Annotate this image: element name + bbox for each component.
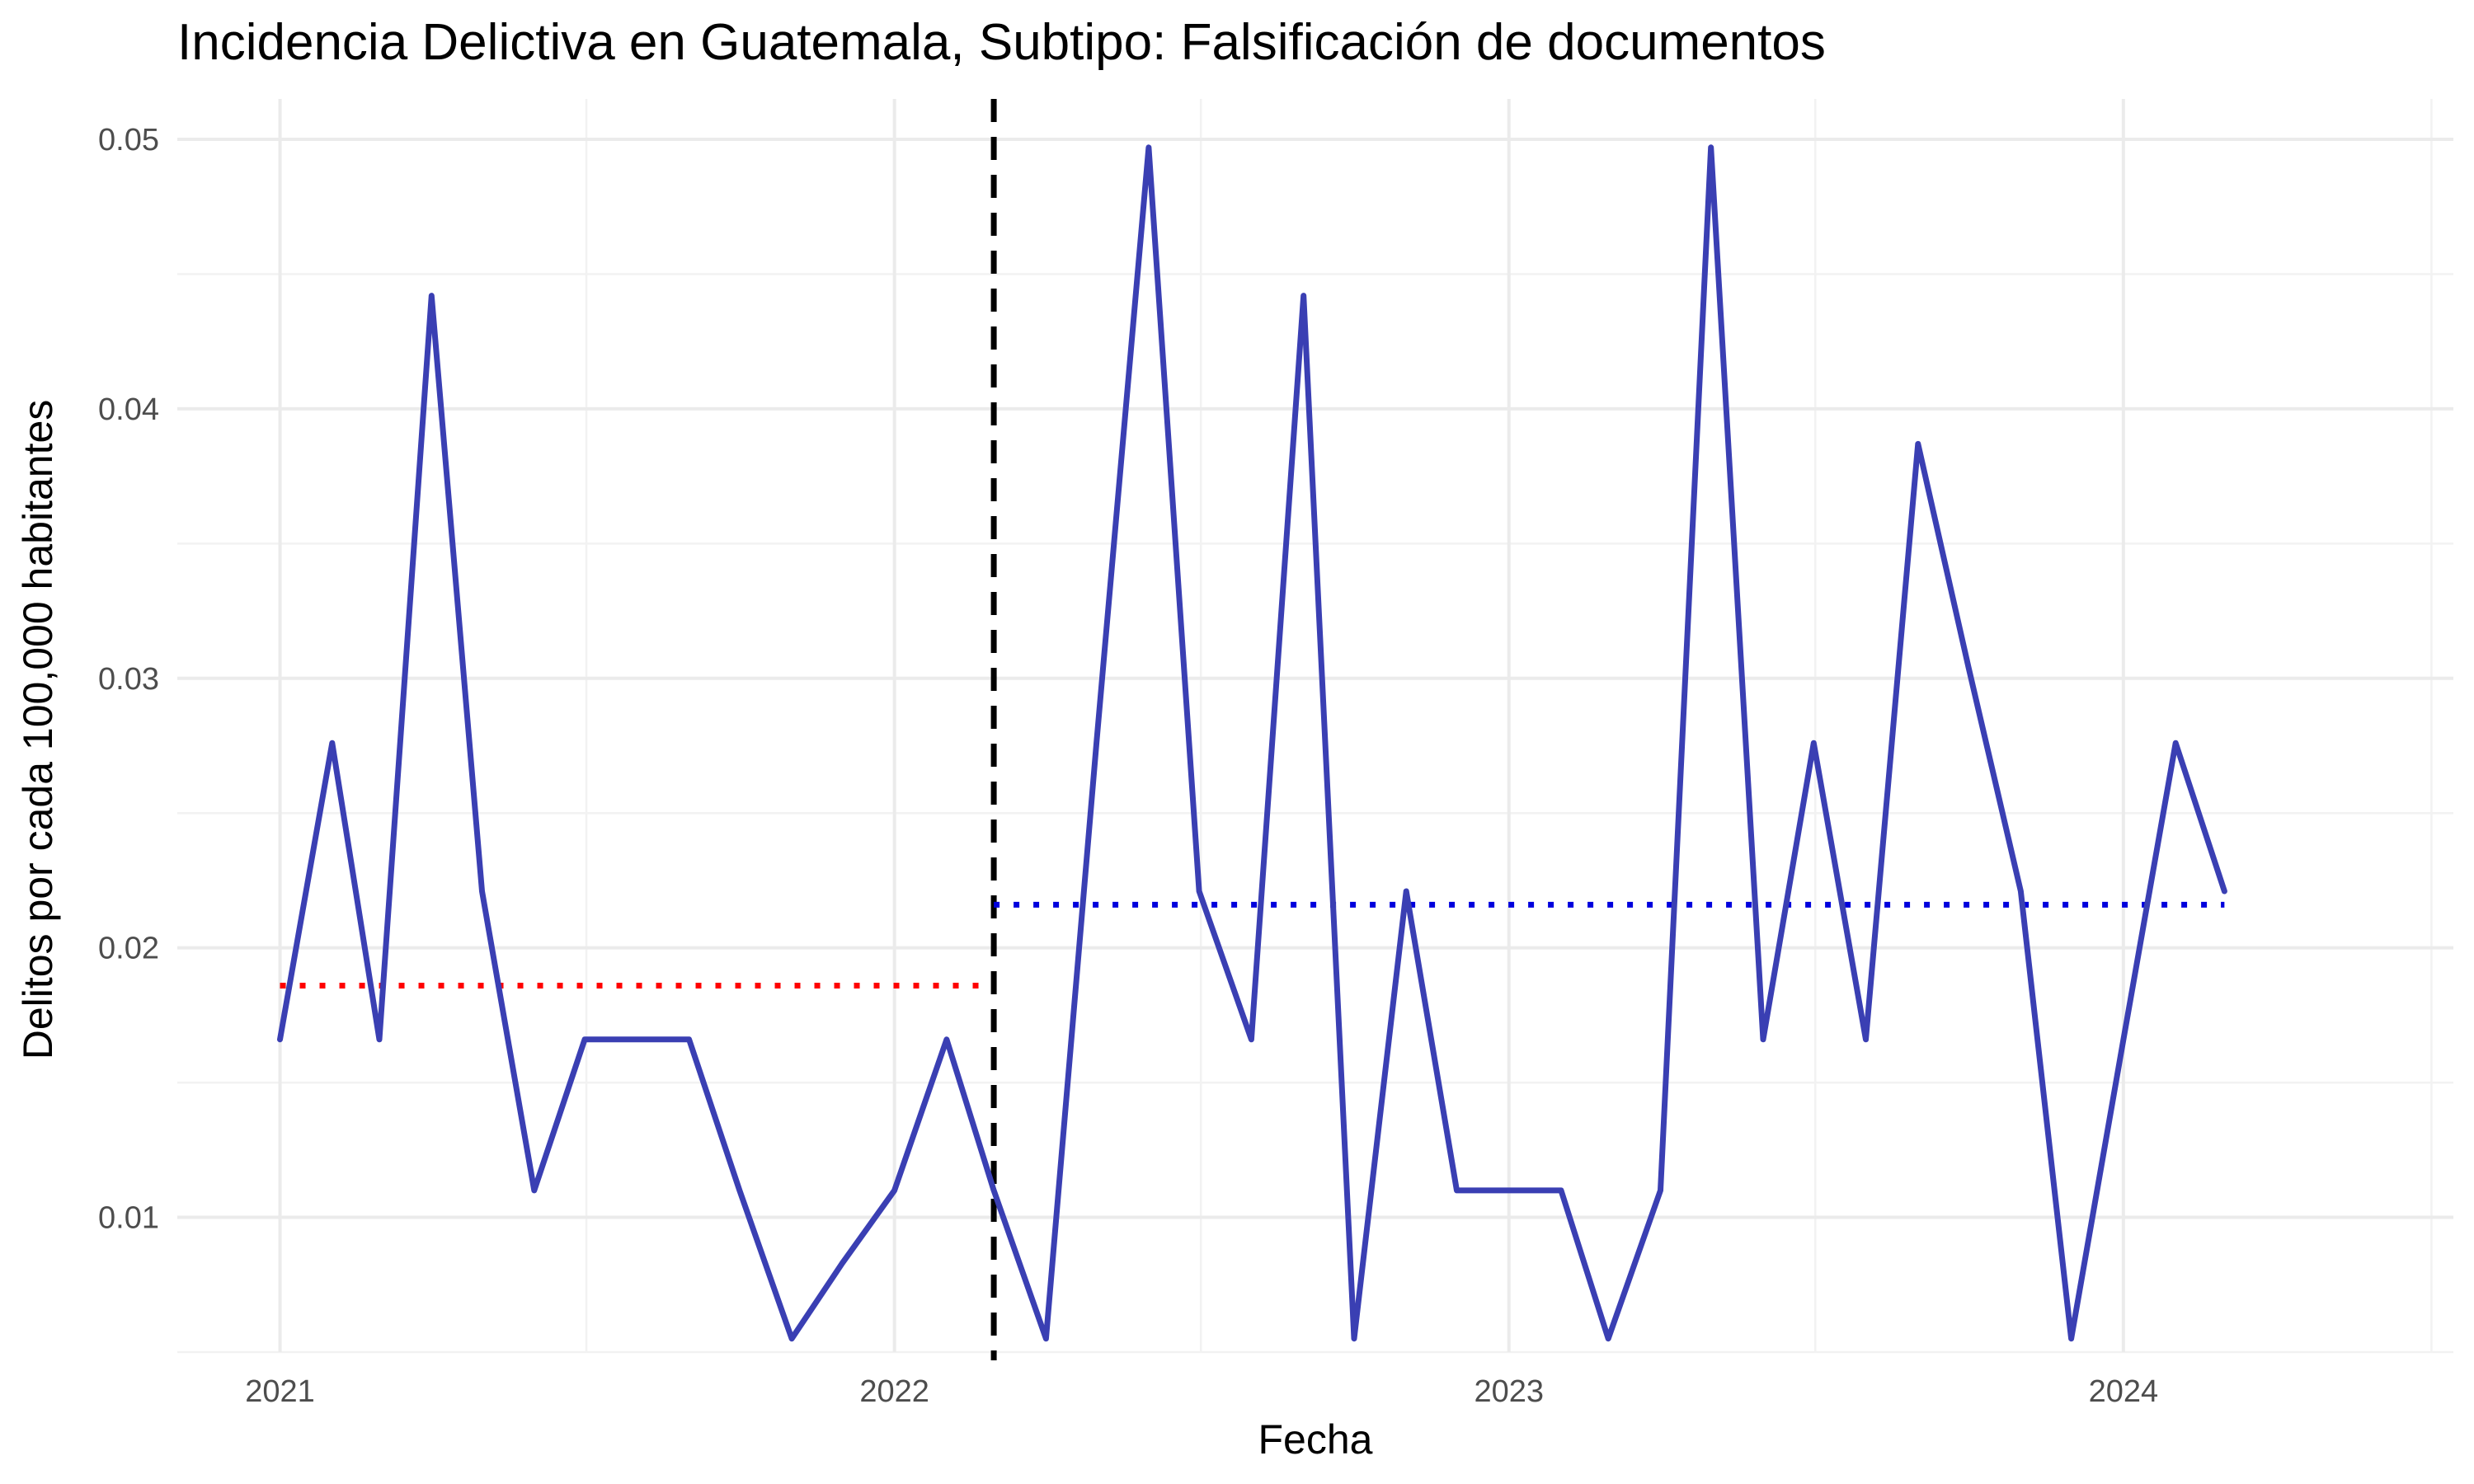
- major-gridlines: [177, 99, 2453, 1352]
- x-axis-title: Fecha: [1258, 1416, 1373, 1463]
- x-tick-label: 2022: [859, 1374, 929, 1409]
- x-tick-label: 2023: [1474, 1374, 1544, 1409]
- minor-gridlines: [177, 99, 2453, 1354]
- y-tick-label: 0.01: [98, 1201, 159, 1236]
- y-tick-label: 0.03: [98, 662, 159, 697]
- reference-lines: [280, 99, 2225, 1360]
- chart-title: Incidencia Delictiva en Guatemala, Subti…: [177, 14, 1826, 71]
- y-tick-label: 0.05: [98, 123, 159, 157]
- y-tick-labels: 0.01 0.02 0.03 0.04 0.05: [98, 123, 159, 1236]
- x-tick-label: 2021: [245, 1374, 315, 1409]
- y-tick-label: 0.04: [98, 392, 159, 427]
- y-axis-title: Delitos por cada 100,000 habitantes: [15, 400, 61, 1060]
- series-layer: [277, 144, 2227, 1342]
- x-tick-labels: 2021 2022 2023 2024: [245, 1374, 2158, 1409]
- series-line: [277, 144, 2227, 1342]
- x-tick-label: 2024: [2089, 1374, 2159, 1409]
- y-tick-label: 0.02: [98, 932, 159, 966]
